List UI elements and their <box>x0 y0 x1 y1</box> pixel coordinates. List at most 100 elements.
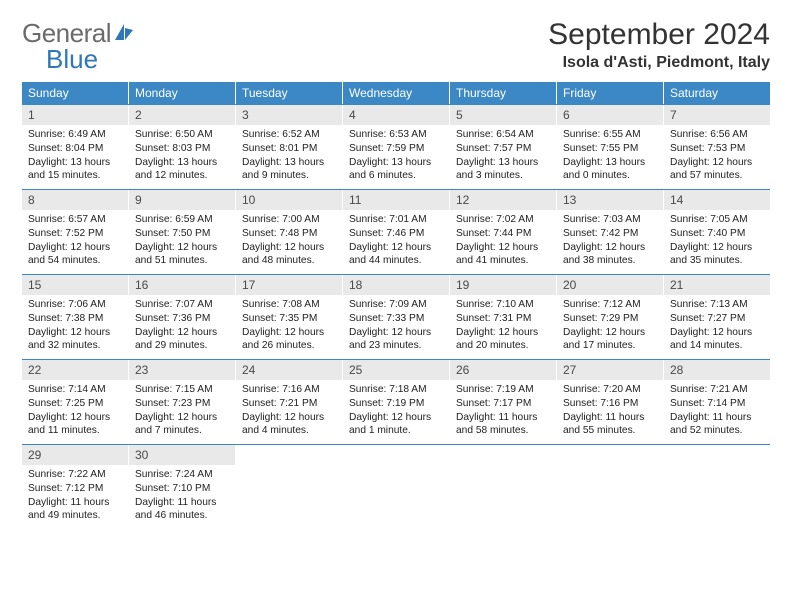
dow-cell: Wednesday <box>343 82 450 104</box>
day-body: Sunrise: 7:02 AMSunset: 7:44 PMDaylight:… <box>450 210 556 272</box>
day-number: 22 <box>22 360 128 380</box>
sunrise-line: Sunrise: 7:20 AM <box>563 383 657 397</box>
day-body: Sunrise: 7:24 AMSunset: 7:10 PMDaylight:… <box>129 465 235 527</box>
day-body: Sunrise: 7:18 AMSunset: 7:19 PMDaylight:… <box>343 380 449 442</box>
day-cell: 22Sunrise: 7:14 AMSunset: 7:25 PMDayligh… <box>22 360 129 444</box>
sunrise-line: Sunrise: 7:19 AM <box>456 383 550 397</box>
day-cell: 23Sunrise: 7:15 AMSunset: 7:23 PMDayligh… <box>129 360 236 444</box>
day-number: 8 <box>22 190 128 210</box>
day-cell: 20Sunrise: 7:12 AMSunset: 7:29 PMDayligh… <box>557 275 664 359</box>
dow-cell: Monday <box>129 82 236 104</box>
day-body: Sunrise: 7:12 AMSunset: 7:29 PMDaylight:… <box>557 295 663 357</box>
day-cell: 6Sunrise: 6:55 AMSunset: 7:55 PMDaylight… <box>557 105 664 189</box>
day-cell <box>450 445 557 529</box>
sunset-line: Sunset: 7:14 PM <box>670 397 764 411</box>
sunset-line: Sunset: 7:55 PM <box>563 142 657 156</box>
sunset-line: Sunset: 7:25 PM <box>28 397 122 411</box>
dow-cell: Saturday <box>664 82 770 104</box>
day-body: Sunrise: 7:21 AMSunset: 7:14 PMDaylight:… <box>664 380 770 442</box>
sunrise-line: Sunrise: 7:10 AM <box>456 298 550 312</box>
day-body: Sunrise: 7:05 AMSunset: 7:40 PMDaylight:… <box>664 210 770 272</box>
location-label: Isola d'Asti, Piedmont, Italy <box>548 54 770 72</box>
day-cell: 3Sunrise: 6:52 AMSunset: 8:01 PMDaylight… <box>236 105 343 189</box>
daylight-line: Daylight: 12 hours and 14 minutes. <box>670 326 764 354</box>
day-body: Sunrise: 7:00 AMSunset: 7:48 PMDaylight:… <box>236 210 342 272</box>
sunrise-line: Sunrise: 7:22 AM <box>28 468 122 482</box>
day-cell: 7Sunrise: 6:56 AMSunset: 7:53 PMDaylight… <box>664 105 770 189</box>
day-body: Sunrise: 6:55 AMSunset: 7:55 PMDaylight:… <box>557 125 663 187</box>
sunrise-line: Sunrise: 6:54 AM <box>456 128 550 142</box>
sunrise-line: Sunrise: 6:53 AM <box>349 128 443 142</box>
page-header: General September 2024 Isola d'Asti, Pie… <box>22 18 770 72</box>
sunrise-line: Sunrise: 7:09 AM <box>349 298 443 312</box>
dow-cell: Sunday <box>22 82 129 104</box>
day-cell: 29Sunrise: 7:22 AMSunset: 7:12 PMDayligh… <box>22 445 129 529</box>
dow-header-row: SundayMondayTuesdayWednesdayThursdayFrid… <box>22 82 770 104</box>
day-cell: 28Sunrise: 7:21 AMSunset: 7:14 PMDayligh… <box>664 360 770 444</box>
week-row: 29Sunrise: 7:22 AMSunset: 7:12 PMDayligh… <box>22 444 770 529</box>
sunrise-line: Sunrise: 7:01 AM <box>349 213 443 227</box>
day-body: Sunrise: 7:09 AMSunset: 7:33 PMDaylight:… <box>343 295 449 357</box>
daylight-line: Daylight: 13 hours and 15 minutes. <box>28 156 122 184</box>
day-body: Sunrise: 7:01 AMSunset: 7:46 PMDaylight:… <box>343 210 449 272</box>
sunrise-line: Sunrise: 6:52 AM <box>242 128 336 142</box>
day-body: Sunrise: 7:22 AMSunset: 7:12 PMDaylight:… <box>22 465 128 527</box>
day-cell: 30Sunrise: 7:24 AMSunset: 7:10 PMDayligh… <box>129 445 236 529</box>
sunrise-line: Sunrise: 6:59 AM <box>135 213 229 227</box>
sunrise-line: Sunrise: 7:03 AM <box>563 213 657 227</box>
week-row: 8Sunrise: 6:57 AMSunset: 7:52 PMDaylight… <box>22 189 770 274</box>
daylight-line: Daylight: 13 hours and 3 minutes. <box>456 156 550 184</box>
sunset-line: Sunset: 7:12 PM <box>28 482 122 496</box>
sunset-line: Sunset: 7:57 PM <box>456 142 550 156</box>
sunrise-line: Sunrise: 7:13 AM <box>670 298 764 312</box>
daylight-line: Daylight: 12 hours and 44 minutes. <box>349 241 443 269</box>
day-cell: 17Sunrise: 7:08 AMSunset: 7:35 PMDayligh… <box>236 275 343 359</box>
daylight-line: Daylight: 11 hours and 55 minutes. <box>563 411 657 439</box>
day-body: Sunrise: 7:07 AMSunset: 7:36 PMDaylight:… <box>129 295 235 357</box>
day-body: Sunrise: 7:08 AMSunset: 7:35 PMDaylight:… <box>236 295 342 357</box>
day-cell: 10Sunrise: 7:00 AMSunset: 7:48 PMDayligh… <box>236 190 343 274</box>
day-number: 23 <box>129 360 235 380</box>
daylight-line: Daylight: 13 hours and 9 minutes. <box>242 156 336 184</box>
day-number: 18 <box>343 275 449 295</box>
day-cell: 14Sunrise: 7:05 AMSunset: 7:40 PMDayligh… <box>664 190 770 274</box>
sunset-line: Sunset: 8:04 PM <box>28 142 122 156</box>
day-number: 11 <box>343 190 449 210</box>
sunset-line: Sunset: 7:59 PM <box>349 142 443 156</box>
daylight-line: Daylight: 11 hours and 46 minutes. <box>135 496 229 524</box>
day-cell: 24Sunrise: 7:16 AMSunset: 7:21 PMDayligh… <box>236 360 343 444</box>
daylight-line: Daylight: 12 hours and 35 minutes. <box>670 241 764 269</box>
daylight-line: Daylight: 12 hours and 32 minutes. <box>28 326 122 354</box>
sunrise-line: Sunrise: 7:07 AM <box>135 298 229 312</box>
sunset-line: Sunset: 7:36 PM <box>135 312 229 326</box>
daylight-line: Daylight: 12 hours and 1 minute. <box>349 411 443 439</box>
sunset-line: Sunset: 8:01 PM <box>242 142 336 156</box>
sunrise-line: Sunrise: 7:18 AM <box>349 383 443 397</box>
daylight-line: Daylight: 11 hours and 58 minutes. <box>456 411 550 439</box>
day-cell: 9Sunrise: 6:59 AMSunset: 7:50 PMDaylight… <box>129 190 236 274</box>
sunset-line: Sunset: 7:38 PM <box>28 312 122 326</box>
daylight-line: Daylight: 13 hours and 0 minutes. <box>563 156 657 184</box>
day-number: 16 <box>129 275 235 295</box>
day-cell: 1Sunrise: 6:49 AMSunset: 8:04 PMDaylight… <box>22 105 129 189</box>
day-cell: 27Sunrise: 7:20 AMSunset: 7:16 PMDayligh… <box>557 360 664 444</box>
day-cell <box>557 445 664 529</box>
day-body: Sunrise: 7:15 AMSunset: 7:23 PMDaylight:… <box>129 380 235 442</box>
day-number: 17 <box>236 275 342 295</box>
day-body: Sunrise: 7:14 AMSunset: 7:25 PMDaylight:… <box>22 380 128 442</box>
daylight-line: Daylight: 12 hours and 23 minutes. <box>349 326 443 354</box>
daylight-line: Daylight: 12 hours and 26 minutes. <box>242 326 336 354</box>
daylight-line: Daylight: 12 hours and 11 minutes. <box>28 411 122 439</box>
sunset-line: Sunset: 7:17 PM <box>456 397 550 411</box>
sunset-line: Sunset: 7:35 PM <box>242 312 336 326</box>
day-number: 15 <box>22 275 128 295</box>
sunrise-line: Sunrise: 6:49 AM <box>28 128 122 142</box>
day-number: 20 <box>557 275 663 295</box>
day-number: 28 <box>664 360 770 380</box>
day-number: 13 <box>557 190 663 210</box>
daylight-line: Daylight: 13 hours and 6 minutes. <box>349 156 443 184</box>
day-number: 24 <box>236 360 342 380</box>
daylight-line: Daylight: 12 hours and 54 minutes. <box>28 241 122 269</box>
day-body: Sunrise: 6:52 AMSunset: 8:01 PMDaylight:… <box>236 125 342 187</box>
day-cell: 5Sunrise: 6:54 AMSunset: 7:57 PMDaylight… <box>450 105 557 189</box>
